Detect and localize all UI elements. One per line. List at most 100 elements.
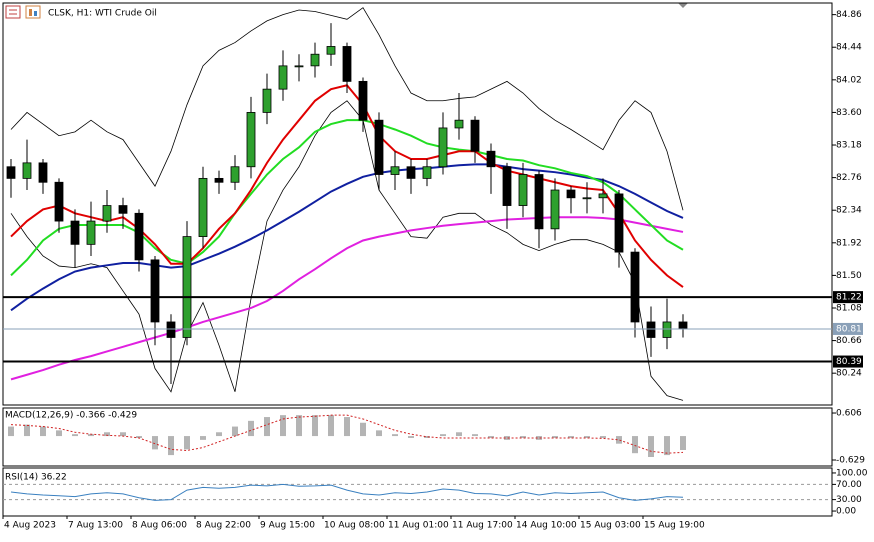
macd-bar: [56, 430, 62, 437]
candle-body: [518, 174, 528, 206]
macd-bar: [40, 426, 46, 437]
y-tick-label: 70.00: [836, 480, 862, 490]
macd-bar: [472, 434, 478, 437]
macd-bar: [280, 415, 286, 437]
y-tick-label: 0.606: [836, 409, 862, 419]
y-tick-label: 82.76: [836, 173, 862, 183]
x-tick-label: 14 Aug 10:00: [516, 521, 577, 531]
x-tick-label: 4 Aug 2023: [4, 521, 56, 531]
macd-bar: [504, 436, 510, 440]
macd-bar: [344, 417, 350, 437]
candle-body: [198, 177, 208, 237]
scroll-marker: [678, 3, 688, 8]
macd-bar: [104, 432, 110, 437]
candle-body: [358, 80, 368, 121]
macd-bar: [200, 436, 206, 440]
candle-body: [326, 46, 336, 55]
macd-bar: [424, 436, 430, 438]
y-tick-label: 84.86: [836, 10, 862, 20]
plot-frame: [2, 2, 833, 406]
current-price-tag: [833, 322, 863, 335]
macd-bar: [392, 434, 398, 437]
x-tick-label: 9 Aug 15:00: [260, 521, 315, 531]
candle-body: [342, 46, 352, 82]
y-tick-label: 80.24: [836, 369, 862, 379]
candle-body: [54, 181, 64, 222]
x-tick-label: 10 Aug 08:00: [324, 521, 385, 531]
macd-bar: [136, 436, 142, 438]
candle-body: [310, 53, 320, 67]
macd-bar: [120, 432, 126, 437]
current-price-label: 80.81: [836, 324, 862, 334]
candle-body: [454, 119, 464, 129]
macd-bar: [456, 432, 462, 437]
y-tick-label: 81.92: [836, 238, 862, 248]
macd-bar: [88, 434, 94, 437]
macd-bar: [24, 424, 30, 437]
x-tick-label: 15 Aug 03:00: [580, 521, 641, 531]
macd-bar: [296, 415, 302, 437]
candle-body: [502, 166, 512, 206]
y-tick-label: 84.44: [836, 43, 862, 53]
series-line: [10, 483, 684, 501]
series-line: [10, 100, 684, 401]
candle-body: [582, 197, 592, 200]
candle-body: [230, 166, 240, 183]
candle-body: [262, 88, 272, 113]
icon-bars: [25, 5, 41, 19]
candle-body: [246, 112, 256, 168]
candle-body: [118, 205, 128, 214]
macd-bar: [184, 436, 190, 450]
macd-bar: [536, 436, 542, 440]
candle-body: [22, 162, 32, 179]
level-label: 81.22: [836, 293, 862, 303]
icon-bar: [29, 9, 32, 16]
plot-frame: [2, 407, 833, 467]
x-tick-label: 8 Aug 06:00: [132, 521, 187, 531]
candle-body: [294, 65, 304, 68]
y-tick-label: 81.50: [836, 271, 862, 281]
candle-body: [614, 193, 624, 253]
macd-bar: [360, 422, 366, 437]
icon-list: [5, 5, 21, 19]
macd-bar: [520, 436, 526, 438]
y-tick-label: 30.00: [836, 495, 862, 505]
candle-body: [150, 259, 160, 323]
macd-bar: [568, 436, 574, 438]
series-line: [10, 414, 684, 454]
macd-bar: [72, 434, 78, 437]
candle-body: [438, 127, 448, 168]
candle-body: [86, 220, 96, 245]
y-tick-label: 83.60: [836, 108, 862, 118]
icon-bar: [34, 11, 37, 16]
candle-body: [630, 251, 640, 323]
x-tick-label: 8 Aug 22:00: [196, 521, 251, 531]
x-tick-label: 7 Aug 13:00: [68, 521, 123, 531]
chart-title: CLSK, H1: WTI Crude Oil: [48, 9, 157, 19]
y-tick-label: 81.08: [836, 303, 862, 313]
panel-title: RSI(14) 36.22: [5, 473, 67, 483]
macd-bar: [616, 436, 622, 444]
x-tick-label: 11 Aug 17:00: [452, 521, 513, 531]
candle-body: [166, 321, 176, 338]
candle-body: [470, 119, 480, 152]
macd-bar: [168, 436, 174, 456]
candle-body: [406, 166, 416, 179]
candle-body: [646, 321, 656, 338]
macd-bar: [232, 426, 238, 437]
candle-body: [182, 236, 192, 338]
icons: [5, 5, 41, 19]
macd-bar: [664, 436, 670, 456]
series-line: [10, 163, 684, 312]
candle-body: [134, 212, 144, 261]
candle-body: [278, 65, 288, 90]
candle-body: [102, 205, 112, 222]
x-tick-label: 15 Aug 19:00: [644, 521, 705, 531]
macd-bar: [216, 432, 222, 437]
candle-body: [678, 321, 688, 330]
candle-body: [390, 166, 400, 175]
macd-bar: [600, 436, 606, 438]
y-tick-label: 83.18: [836, 141, 862, 151]
candle-body: [550, 189, 560, 230]
